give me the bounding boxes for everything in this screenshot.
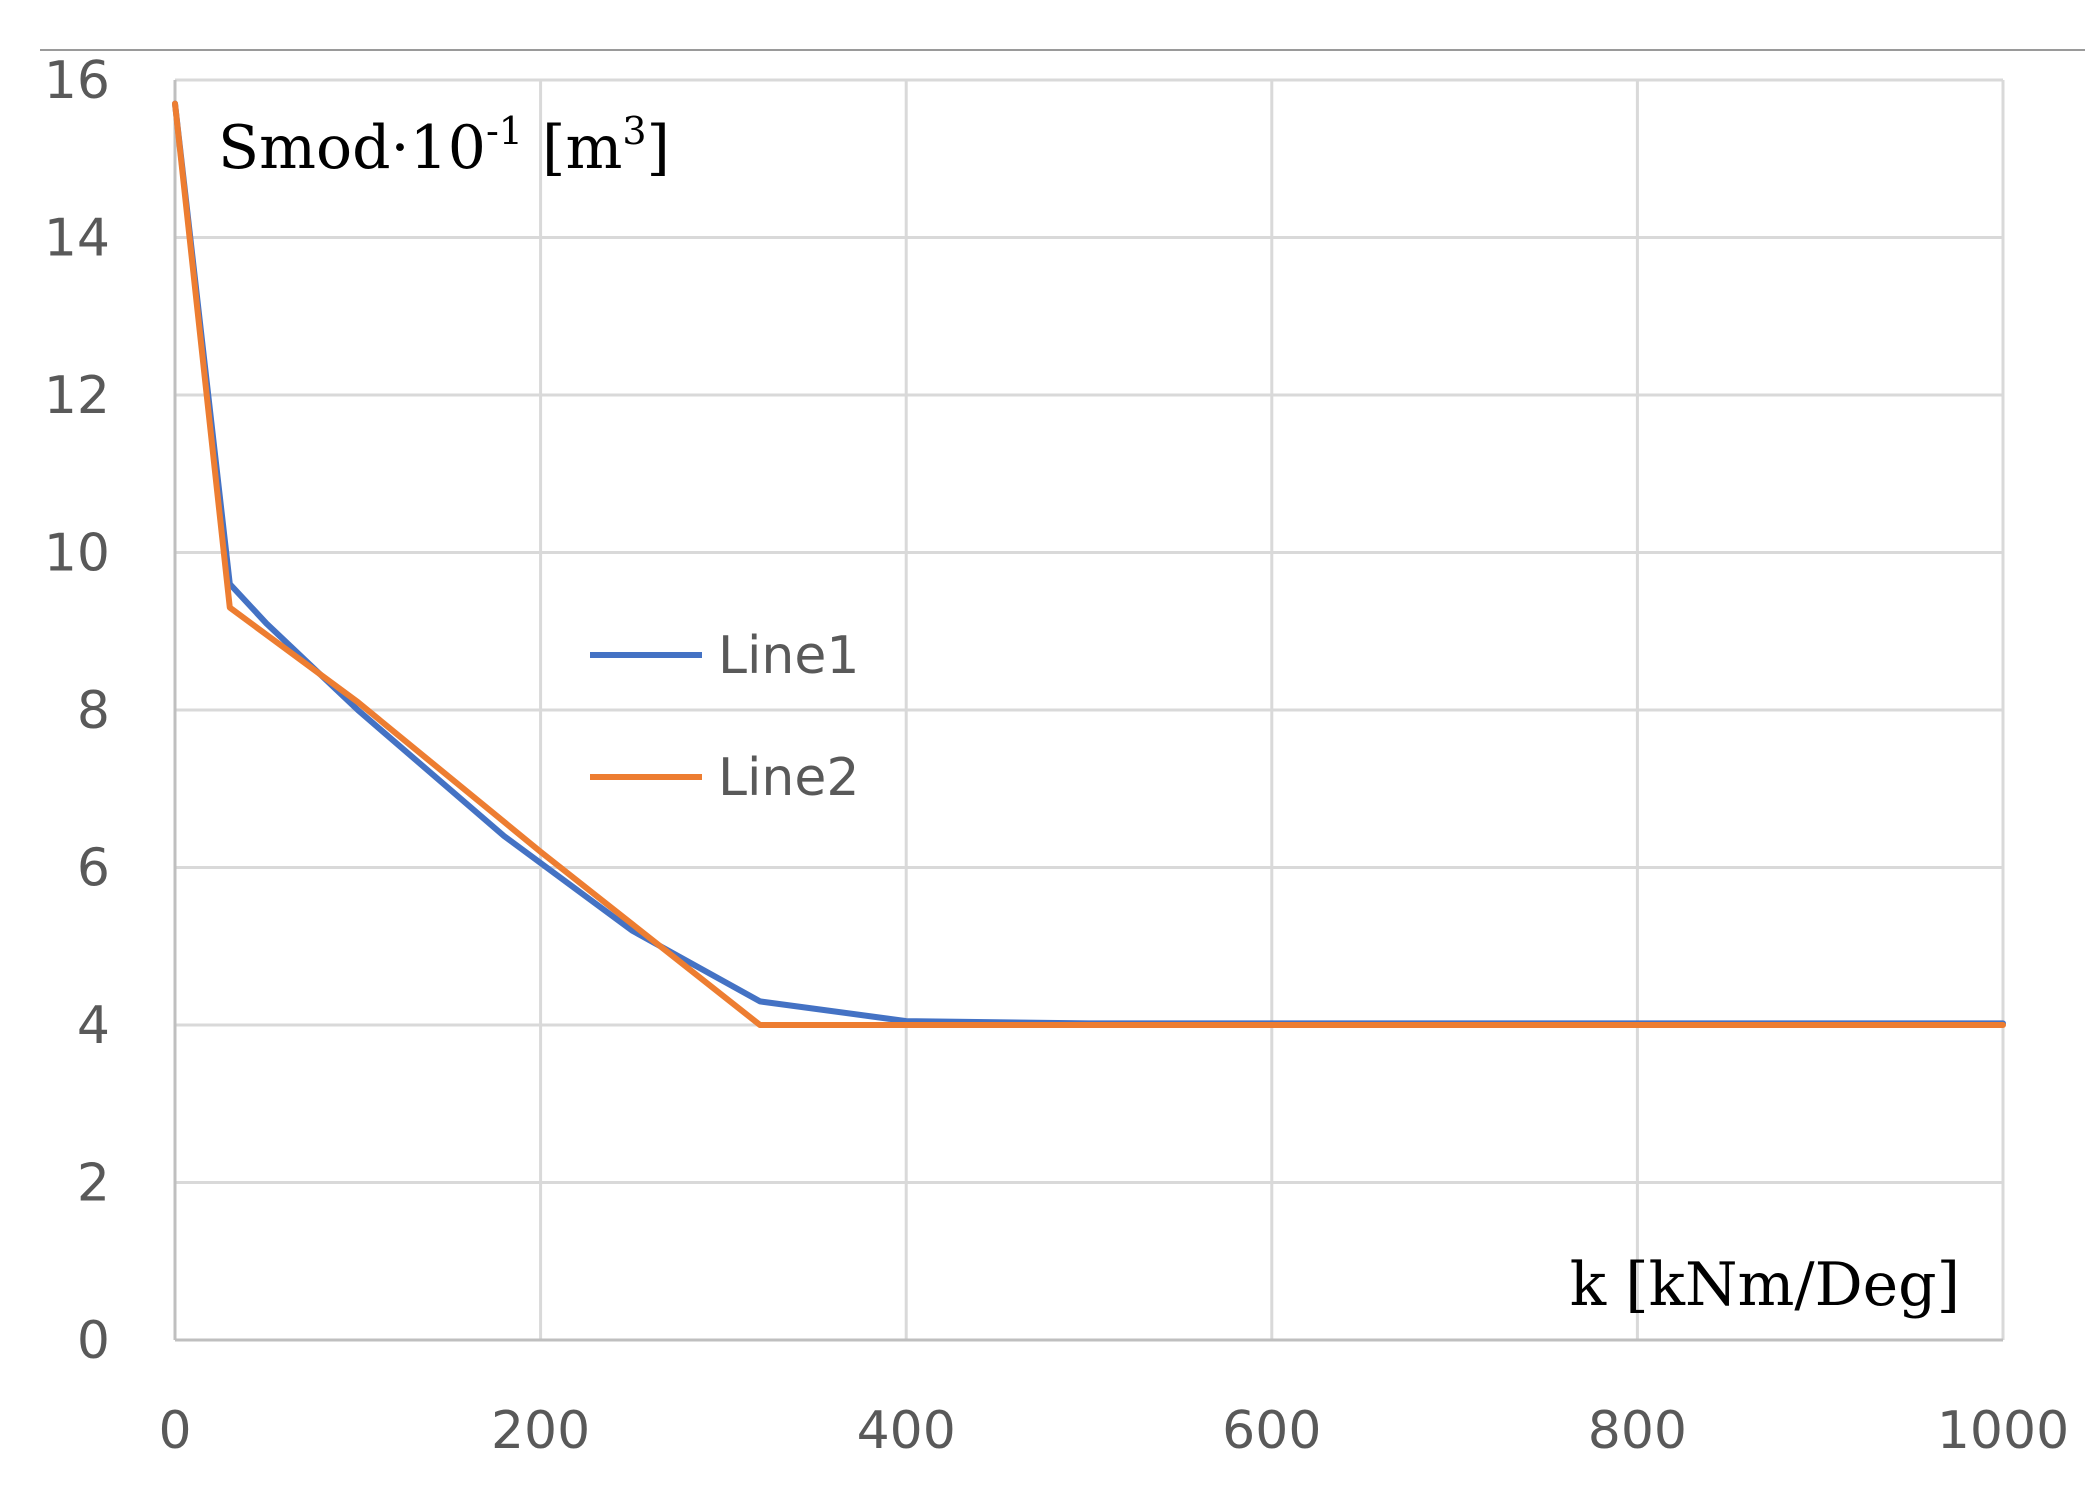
tick-labels: 0 2 4 6 8 10 12 14 16 0 200 400 600 800 1000 <box>44 51 2069 1461</box>
y-tick-label: 0 <box>77 1311 110 1371</box>
series-line-line2 <box>172 100 2006 1028</box>
x-tick-label: 400 <box>857 1401 956 1461</box>
x-tick-label: 1000 <box>1937 1401 2069 1461</box>
x-tick-label: 200 <box>491 1401 590 1461</box>
y-axis-title: Smod·10-1 [m3] <box>218 109 670 183</box>
y-tick-label: 14 <box>44 209 110 269</box>
series-line-line1 <box>172 100 2006 1027</box>
x-tick-label: 600 <box>1222 1401 1321 1461</box>
y-tick-label: 8 <box>77 681 110 741</box>
y-axis-title-exp: -1 <box>486 109 523 153</box>
y-axis-title-base: Smod·10 <box>218 113 486 183</box>
axes <box>173 80 2003 1342</box>
series <box>172 100 2006 1028</box>
legend-label-line2: Line2 <box>718 748 859 808</box>
grid <box>175 78 2005 1340</box>
y-axis-title-unit-close: ] <box>647 113 670 183</box>
legend-label-line1: Line1 <box>718 626 859 686</box>
x-tick-label: 0 <box>158 1401 191 1461</box>
y-axis-title-unit: [m <box>523 113 622 183</box>
y-tick-label: 12 <box>44 366 110 426</box>
y-tick-label: 6 <box>77 839 110 899</box>
y-axis-title-unit-exp: 3 <box>622 109 646 153</box>
y-tick-label: 10 <box>44 524 110 584</box>
y-tick-label: 2 <box>77 1154 110 1214</box>
x-tick-label: 800 <box>1588 1401 1687 1461</box>
y-tick-label: 4 <box>77 996 110 1056</box>
y-tick-label: 16 <box>44 51 110 111</box>
x-axis-title: k [kNm/Deg] <box>1570 1250 1960 1320</box>
legend: Line1 Line2 <box>590 626 859 808</box>
